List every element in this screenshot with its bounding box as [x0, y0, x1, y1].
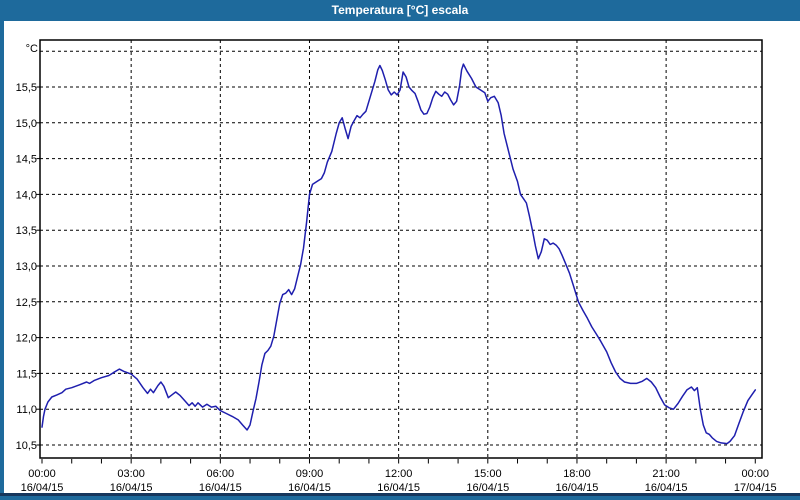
y-tick-label: 12,0: [16, 333, 37, 345]
x-tick-date-label: 16/04/15: [377, 482, 420, 494]
temperature-series-line: [41, 63, 757, 445]
x-tick-time-label: 21:00: [652, 468, 680, 480]
window-border-bottom-dark: [0, 493, 800, 496]
x-tick-time-label: 00:00: [28, 468, 56, 480]
window-titlebar: Temperatura [°C] escala: [0, 0, 800, 21]
x-tick-date-label: 16/04/15: [110, 482, 153, 494]
y-tick-label: 11,5: [16, 368, 37, 380]
y-tick-label: 15,0: [16, 118, 37, 130]
x-tick-date-label: 16/04/15: [645, 482, 688, 494]
y-tick-label: 14,5: [16, 154, 37, 166]
x-tick-time-label: 00:00: [742, 468, 770, 480]
y-tick-label: 11,0: [16, 404, 37, 416]
y-tick-label: 15,5: [16, 82, 37, 94]
y-tick-label: 13,0: [16, 261, 37, 273]
y-tick-label: 12,5: [16, 297, 37, 309]
y-tick-label: 10,5: [16, 440, 37, 452]
plot-frame: [39, 39, 763, 459]
x-tick-time-label: 03:00: [117, 468, 145, 480]
x-tick-date-label: 16/04/15: [21, 482, 64, 494]
x-tick-time-label: 15:00: [474, 468, 502, 480]
x-tick-date-label: 17/04/15: [734, 482, 777, 494]
window-title: Temperatura [°C] escala: [331, 3, 469, 17]
y-axis-unit-label: °C: [26, 43, 38, 55]
x-tick-time-label: 12:00: [385, 468, 413, 480]
plot-area[interactable]: [40, 40, 762, 458]
window-border-bottom: [0, 496, 800, 500]
x-tick-time-label: 18:00: [563, 468, 591, 480]
x-tick-date-label: 16/04/15: [288, 482, 331, 494]
x-tick-date-label: 16/04/15: [199, 482, 242, 494]
y-tick-label: 14,0: [16, 189, 37, 201]
x-tick-date-label: 16/04/15: [466, 482, 509, 494]
y-tick-label: 13,5: [16, 225, 37, 237]
x-tick-time-label: 09:00: [296, 468, 324, 480]
x-tick-time-label: 06:00: [207, 468, 235, 480]
x-tick-date-label: 16/04/15: [556, 482, 599, 494]
window-border-left: [0, 21, 4, 500]
